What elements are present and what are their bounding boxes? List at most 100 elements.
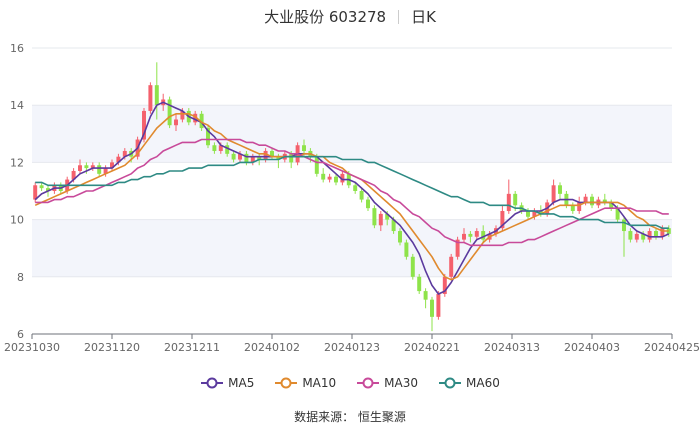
series-line-ma5 (34, 101, 670, 295)
candle-body (90, 165, 95, 169)
series-line-ma30 (35, 138, 669, 247)
candle-body (180, 110, 185, 120)
candle (558, 182, 562, 200)
candle-body (622, 219, 626, 232)
legend-item-ma60[interactable]: MA60 (438, 376, 500, 390)
candle-body (410, 256, 415, 277)
candle (474, 228, 479, 240)
legend-item-ma5[interactable]: MA5 (200, 376, 254, 390)
candle-body (212, 145, 217, 151)
candle (526, 208, 530, 220)
candle (442, 273, 447, 297)
candle-body (398, 231, 402, 243)
legend-swatch (357, 377, 380, 389)
candle-body (500, 211, 505, 229)
candle (321, 168, 326, 183)
candle-body (366, 199, 370, 209)
x-tick-label: 20231030 (4, 341, 60, 354)
candle-body (378, 213, 383, 226)
candle-body (647, 231, 652, 240)
candle (97, 162, 102, 177)
candle-body (39, 185, 44, 189)
candle-body (609, 202, 614, 209)
x-tick-label: 20240313 (484, 341, 540, 354)
candle-body (385, 213, 390, 220)
candle (353, 182, 358, 194)
grid-band (32, 219, 672, 277)
candle-body (634, 233, 639, 240)
candle-body (468, 233, 473, 237)
candle (238, 150, 242, 163)
candle (506, 179, 511, 214)
candle (436, 291, 441, 320)
candle (359, 188, 364, 203)
candle-body (116, 156, 121, 163)
candle (532, 208, 537, 220)
candle (647, 228, 652, 243)
x-tick-label: 20240123 (324, 341, 380, 354)
legend: MA5 MA10 MA30 MA60 (0, 376, 700, 390)
candle-body (558, 185, 562, 194)
candle-body (615, 208, 620, 220)
candle-body (174, 119, 178, 126)
candle (78, 159, 82, 174)
candle-body (417, 276, 422, 292)
candle (462, 228, 466, 243)
candle-body (302, 145, 306, 151)
x-tick-label: 20240102 (244, 341, 300, 354)
candle-body (148, 85, 153, 111)
x-tick-label: 20240221 (404, 341, 460, 354)
candle-body (327, 176, 332, 180)
legend-label: MA10 (302, 376, 337, 390)
candle-body (218, 145, 223, 151)
candle (609, 199, 614, 212)
legend-item-ma30[interactable]: MA30 (356, 376, 418, 390)
chart-header: 大业股份 603278 日K (0, 6, 700, 27)
candle (366, 196, 370, 212)
candle (167, 96, 172, 129)
candle-body (570, 205, 575, 212)
candle (430, 296, 434, 332)
candle-body (353, 185, 358, 191)
candle-body (526, 211, 530, 217)
candle (634, 231, 639, 243)
candle (110, 159, 114, 171)
candle (449, 253, 454, 280)
candle-body (193, 113, 198, 123)
candle-body (97, 165, 102, 174)
candle (142, 108, 146, 143)
legend-swatch (275, 377, 298, 389)
candle-body (641, 233, 646, 240)
candle (551, 179, 556, 206)
candle-body (577, 202, 582, 212)
candle (327, 173, 332, 183)
candle (154, 62, 159, 120)
candle-body (474, 231, 479, 237)
candle (628, 228, 633, 243)
y-tick-label: 16 (10, 42, 24, 55)
candle-body (154, 85, 159, 106)
legend-item-ma10[interactable]: MA10 (274, 376, 336, 390)
candle-body (84, 165, 89, 169)
candle (378, 211, 383, 232)
candle-body (71, 170, 76, 180)
candle-body (231, 153, 236, 160)
candle (193, 110, 198, 126)
y-tick-label: 6 (17, 328, 24, 341)
candle (250, 153, 255, 166)
candle-body (270, 150, 274, 157)
candle-body (436, 293, 441, 317)
candle (455, 236, 460, 260)
candle (590, 193, 594, 209)
series-line-ma60 (35, 155, 669, 229)
candle (468, 231, 473, 243)
candle-body (513, 193, 518, 206)
candle-body (391, 219, 396, 232)
candle-body (372, 208, 377, 226)
candle (417, 273, 422, 294)
candle-body (481, 231, 486, 240)
candle-body (628, 231, 633, 240)
candle (270, 148, 274, 160)
candle (212, 142, 217, 154)
